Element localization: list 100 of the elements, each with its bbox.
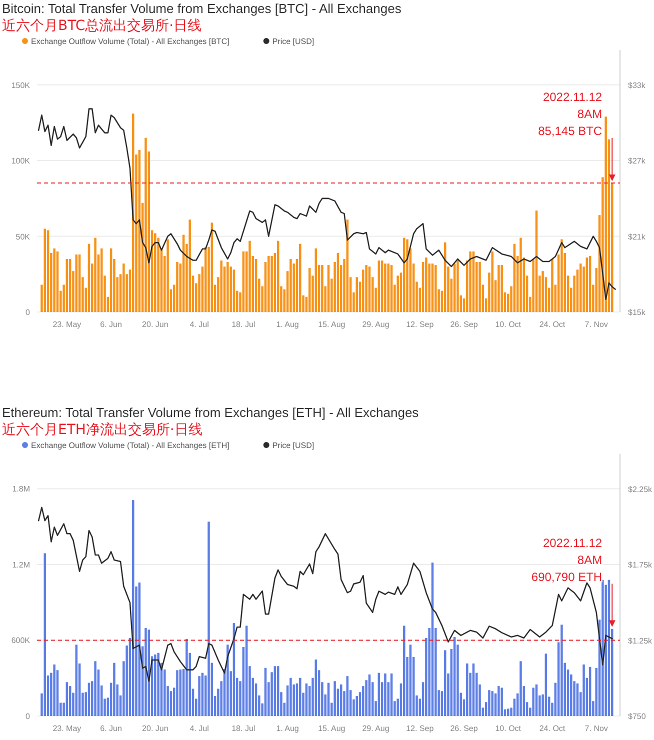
legend-label: Price [USD] [272, 37, 314, 46]
bar [498, 265, 500, 312]
bar [53, 664, 56, 716]
bar [456, 258, 459, 312]
x-tick-label: 29. Aug [362, 320, 390, 329]
x-tick-label: 10. Oct [495, 724, 522, 733]
bar [290, 258, 292, 312]
y-tick-label: 50K [16, 232, 31, 242]
bar [365, 265, 368, 312]
bar [500, 265, 503, 312]
bar [491, 691, 494, 716]
legend-label: Exchange Outflow Volume (Total) - All Exchanges [BTC] [31, 37, 230, 46]
bar [299, 678, 302, 716]
bar [148, 630, 150, 716]
y-tick-label: 0 [26, 308, 31, 317]
bar [321, 265, 324, 312]
x-tick-label: 6. Jun [100, 320, 122, 329]
y-tick-label: 150K [11, 80, 31, 90]
x-tick-label: 23. May [52, 320, 82, 329]
x-tick-label: 12. Sep [406, 320, 434, 329]
bar [602, 580, 604, 716]
bar [132, 114, 134, 312]
bar [44, 553, 46, 716]
bar [406, 239, 408, 312]
chart-title: Bitcoin: Total Transfer Volume from Exchanges [BTC] - All Exchanges [2, 1, 402, 16]
bar [176, 262, 178, 312]
bar [267, 256, 270, 312]
bar [157, 652, 160, 716]
bar [478, 262, 481, 312]
bar [188, 220, 191, 312]
x-tick-label: 10. Oct [495, 320, 522, 329]
y2-tick-label: $15k [628, 308, 646, 317]
bar [208, 522, 210, 716]
y2-tick-label: $2.25k [628, 484, 654, 494]
bar [491, 251, 494, 312]
y-tick-label: 100K [11, 156, 31, 166]
bar [560, 624, 563, 716]
bar [44, 228, 46, 312]
bar [248, 240, 251, 312]
bar [520, 238, 522, 312]
y-tick-label: 1.8M [12, 484, 30, 494]
bar [94, 238, 96, 312]
bar [396, 276, 399, 312]
bar [220, 260, 222, 312]
bar [506, 708, 510, 716]
bar [356, 277, 358, 312]
x-tick-label: 7. Nov [584, 724, 608, 733]
bar [94, 661, 96, 716]
x-tick-label: 15. Aug [318, 320, 346, 329]
x-tick-label: 15. Aug [318, 724, 346, 733]
x-tick-label: 26. Sep [450, 320, 478, 329]
y-tick-label: 600K [11, 636, 31, 646]
bar [434, 265, 437, 312]
y2-tick-label: $1.25k [628, 636, 654, 646]
line-series [38, 506, 613, 682]
annotation: 2022.11.12 8AM 85,145 BTC [538, 90, 602, 138]
x-tick-label: 23. May [52, 724, 82, 733]
bar [425, 257, 428, 312]
bar [488, 690, 490, 716]
bar [532, 688, 534, 716]
bar [154, 233, 156, 312]
bar [113, 662, 116, 716]
bar [299, 244, 302, 312]
bar [144, 628, 147, 716]
y-tick-label: 0 [26, 712, 31, 721]
bar [226, 644, 229, 716]
bar [520, 661, 522, 716]
bar [542, 271, 544, 312]
bar [466, 663, 468, 716]
annotation: 2022.11.12 8AM 690,790 ETH [531, 536, 602, 584]
y-tick-label: 1.2M [12, 560, 30, 570]
x-tick-label: 24. Oct [539, 320, 566, 329]
bar [334, 681, 336, 716]
x-tick-label: 4. Jul [190, 724, 210, 733]
x-tick-label: 4. Jul [190, 320, 210, 329]
x-tick-label: 12. Sep [406, 724, 434, 733]
bar [176, 670, 178, 716]
bar [53, 248, 56, 312]
bar [132, 500, 134, 716]
bar [403, 238, 406, 312]
y2-tick-label: $21k [628, 232, 646, 242]
bar [154, 654, 156, 716]
x-tick-label: 7. Nov [584, 320, 608, 329]
bar [270, 256, 273, 312]
x-tick-label: 6. Jun [100, 724, 122, 733]
line-series [38, 108, 616, 300]
bar [560, 239, 563, 312]
bar [500, 688, 503, 716]
x-tick-label: 1. Aug [276, 724, 299, 733]
x-tick-label: 20. Jun [142, 724, 168, 733]
bar [198, 676, 200, 716]
x-tick-label: 24. Oct [539, 724, 566, 733]
x-tick-label: 18. Jul [232, 320, 256, 329]
y2-tick-label: $750 [628, 712, 646, 721]
bar [226, 262, 229, 312]
bar [384, 264, 386, 312]
bar [122, 264, 125, 312]
x-tick-label: 18. Jul [232, 724, 256, 733]
chart-subtitle: 近六个月ETH净流出交易所·日线 [2, 422, 202, 438]
chart-subtitle: 近六个月BTC总流出交易所·日线 [2, 18, 202, 34]
